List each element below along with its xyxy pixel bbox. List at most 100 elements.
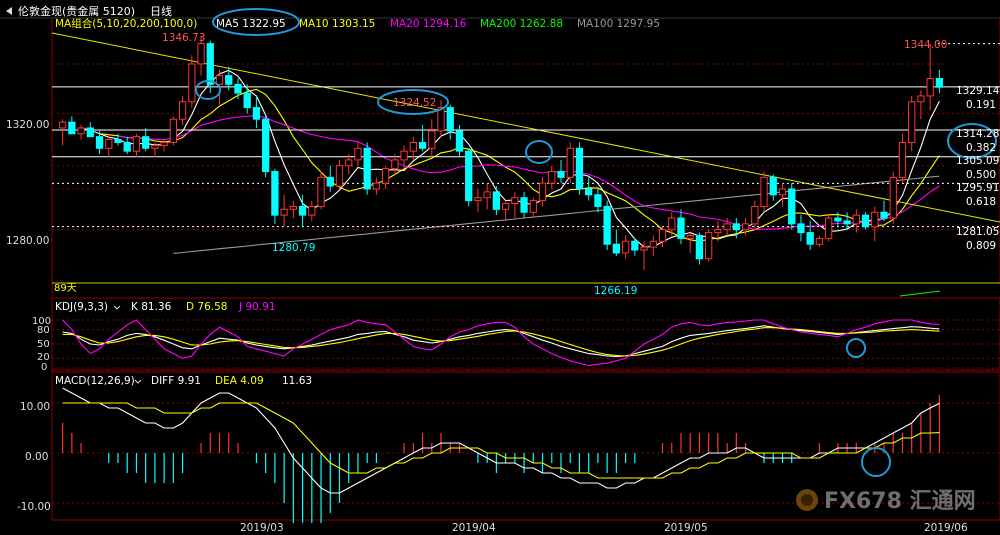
macd-diff-line <box>62 387 940 494</box>
annotation-circles <box>195 8 997 477</box>
kdj-legend-prefix: KDJ(9,3,3) <box>55 301 108 313</box>
candle-body <box>160 141 168 146</box>
ma-legend-prefix: MA组合(5,10,20,200,100,0) <box>55 17 197 30</box>
low-price-label-1: 1280.79 <box>272 242 315 254</box>
candle-body <box>797 223 805 234</box>
candle-body <box>815 237 824 245</box>
ma5-highlight-circle <box>212 8 300 36</box>
macd-value-legend: 11.63 <box>282 375 312 387</box>
candle-body <box>852 214 860 225</box>
ma100-line <box>173 175 940 254</box>
candle-body <box>381 168 390 184</box>
fib-price-0500: 1305.09 <box>956 155 999 167</box>
candle-body <box>695 234 704 260</box>
candle-body <box>188 63 196 103</box>
candle-body <box>538 182 547 202</box>
candle-body <box>317 176 325 207</box>
date-axis: 2019/03 2019/04 2019/05 2019/06 <box>240 522 968 534</box>
candle-body <box>585 188 593 196</box>
candle-body <box>668 217 676 231</box>
kdj-tick-80: 80 <box>37 325 50 336</box>
candle-body <box>529 200 537 213</box>
candle-body <box>778 188 787 196</box>
candle-body <box>658 229 667 242</box>
candle-body <box>280 208 288 216</box>
macd-tick-neg10: -10.00 <box>17 501 51 513</box>
ma10-line <box>99 88 940 242</box>
kdj-tick-0: 0 <box>41 362 47 373</box>
candle-body <box>86 127 94 138</box>
kdj-ticks: 100 80 50 20 0 <box>32 316 51 373</box>
kdj-k-legend: K 81.36 <box>131 301 172 313</box>
candle-body <box>326 176 334 187</box>
macd-legend-prefix: MACD(12,26,9) <box>55 375 135 387</box>
candle-body <box>243 92 251 109</box>
fib-ratio-0809: 0.809 <box>966 240 996 252</box>
mid-high-highlight-circle <box>377 89 449 115</box>
candle-body <box>308 205 316 216</box>
candle-body <box>142 136 150 149</box>
candle-body <box>612 243 621 254</box>
candle-body <box>723 223 731 231</box>
candle-body <box>178 101 187 120</box>
recent-high-label: 1344.00 <box>904 39 947 51</box>
candle-body <box>483 191 491 199</box>
kdj-d-legend: D 76.58 <box>186 301 227 313</box>
candle-body <box>705 232 713 260</box>
candle-body <box>363 147 371 190</box>
ma200-legend: MA200 1262.88 <box>480 18 563 30</box>
macd-tick-10: 10.00 <box>20 401 50 413</box>
candle-body <box>751 205 759 225</box>
candle-body <box>621 240 630 254</box>
back-arrow-icon[interactable] <box>6 7 12 15</box>
fib-price-0618: 1295.91 <box>956 182 999 194</box>
candle-body <box>501 203 510 210</box>
candle-body <box>603 205 611 245</box>
candle-body <box>151 144 159 149</box>
ma20-legend: MA20 1294.16 <box>390 18 467 30</box>
watermark: FX678 汇通网 <box>796 489 976 514</box>
candle-body <box>58 121 67 129</box>
kdj-dropdown-icon[interactable] <box>113 305 121 310</box>
macd-dea-legend: DEA 4.09 <box>215 375 264 387</box>
kdj-legend: KDJ(9,3,3) K 81.36 D 76.58 J 90.91 <box>55 301 276 313</box>
candle-body <box>834 217 842 222</box>
fib-ratio-0618: 0.618 <box>966 196 996 208</box>
candle-body <box>824 217 833 239</box>
candle-body <box>95 136 104 149</box>
period-label[interactable]: 日线 <box>150 4 172 18</box>
candle-body <box>197 43 205 65</box>
candle-body <box>465 150 473 202</box>
candle-body <box>861 214 870 228</box>
kdj-tick-100: 100 <box>32 316 51 327</box>
candle-body <box>68 121 76 135</box>
candle-body <box>677 217 685 239</box>
candle-body <box>437 107 445 132</box>
fib-ratio-0382: 0.382 <box>966 142 996 154</box>
candle-body <box>492 191 501 210</box>
candle-body <box>649 240 657 248</box>
candle-body <box>917 95 925 103</box>
candle-body <box>132 136 141 152</box>
peak-highlight-circle <box>195 80 221 100</box>
candle-body <box>908 101 916 143</box>
instrument-title: 伦敦金现(贵金属 5120) <box>18 4 135 18</box>
candle-body <box>732 223 740 231</box>
candle-body <box>114 139 122 143</box>
kdj-tick-50: 50 <box>37 339 50 350</box>
april-highlight-circle <box>525 140 553 164</box>
macd-dropdown-icon[interactable] <box>134 379 142 384</box>
mid-high-price-label: 1324.52 <box>393 97 436 109</box>
candle-body <box>520 197 528 213</box>
candle-body <box>575 147 584 190</box>
fib-ratio-0191: 0.191 <box>966 99 996 111</box>
candle-body <box>446 107 454 132</box>
fib-price-0191: 1329.14 <box>956 85 1000 97</box>
candle-body <box>788 188 796 225</box>
fib-labels: 1329.14 0.191 1314.28 0.382 1305.09 0.50… <box>956 85 1000 252</box>
candle-body <box>345 159 353 167</box>
candle-body <box>123 141 131 152</box>
candle-body <box>926 78 934 97</box>
